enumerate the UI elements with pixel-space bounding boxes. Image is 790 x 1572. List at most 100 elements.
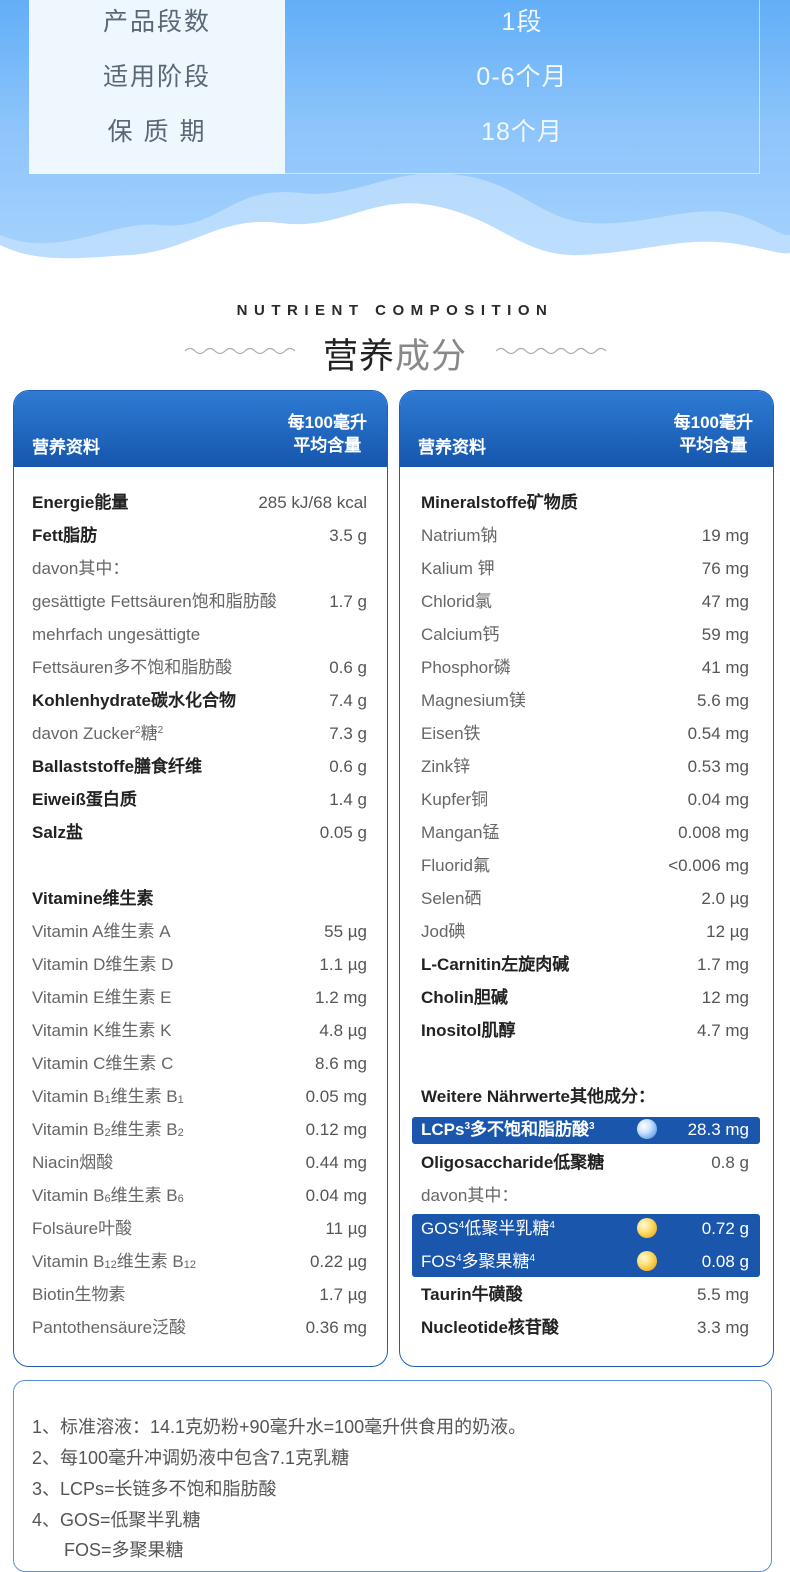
nutrient-row: Eisen铁 0.54 mg bbox=[421, 717, 749, 750]
nutrient-row: Pantothensäure泛酸 0.36 mg bbox=[32, 1311, 367, 1344]
nutrient-value: 5.6 mg bbox=[697, 691, 749, 710]
nutrient-value: 47 mg bbox=[701, 592, 749, 611]
nutrient-name: Kupfer铜 bbox=[421, 790, 489, 809]
nutrient-value: 0.05 mg bbox=[305, 1087, 367, 1106]
nutrient-name: LCPs3多不饱和脂肪酸3 bbox=[421, 1120, 595, 1139]
nutrient-row: Natrium钠 19 mg bbox=[421, 519, 749, 552]
unit-line-1: 每100毫升 bbox=[287, 413, 367, 432]
nutrient-name: Vitamin B1维生素 B1 bbox=[32, 1087, 184, 1106]
nutrient-row: Chlorid氯 47 mg bbox=[421, 585, 749, 618]
nutrient-value: 55 µg bbox=[324, 922, 367, 941]
footnote: 4、GOS=低聚半乳糖 bbox=[32, 1510, 201, 1530]
nutrient-row: L-Carnitin左旋肉碱 1.7 mg bbox=[421, 948, 749, 981]
nutrient-name: Vitamin E维生素 E bbox=[32, 988, 172, 1007]
info-label: 保 质 期 bbox=[107, 118, 207, 146]
nutrient-name: davon Zucker2糖2 bbox=[32, 724, 164, 743]
product-info-table: 产品段数 1段 适用阶段 0-6个月 保 质 期 18个月 bbox=[29, 0, 760, 174]
nutrient-value: 59 mg bbox=[701, 625, 749, 644]
nutrient-name: Vitamin D维生素 D bbox=[32, 955, 174, 974]
nutrient-row: davon其中： bbox=[421, 1179, 749, 1212]
nutrient-name: Vitamin B6维生素 B6 bbox=[32, 1186, 184, 1205]
info-value: 0-6个月 bbox=[476, 63, 568, 91]
nutrient-row: LCPs3多不饱和脂肪酸3 28.3 mg bbox=[421, 1113, 749, 1146]
nutrient-row: Cholin胆碱 12 mg bbox=[421, 981, 749, 1014]
nutrient-row: Jod碘 12 µg bbox=[421, 915, 749, 948]
nutrient-row: Zink锌 0.53 mg bbox=[421, 750, 749, 783]
nutrient-name: Folsäure叶酸 bbox=[32, 1219, 133, 1238]
nutrient-value: 8.6 mg bbox=[315, 1054, 367, 1073]
nutrient-row: Phosphor磷 41 mg bbox=[421, 651, 749, 684]
nutrient-name: Kohlenhydrate碳水化合物 bbox=[32, 691, 237, 710]
nutrient-name: Fluorid氟 bbox=[421, 856, 490, 875]
nutrient-name: Chlorid氯 bbox=[421, 592, 492, 611]
nutrient-name: Fettsäuren多不饱和脂肪酸 bbox=[32, 658, 233, 677]
nutrient-name: Energie能量 bbox=[32, 493, 129, 512]
nutrient-value: 76 mg bbox=[701, 559, 749, 578]
unit-line-2: 平均含量 bbox=[679, 436, 748, 455]
nutrient-row: Vitamin B6维生素 B6 0.04 mg bbox=[32, 1179, 367, 1212]
footnote: 3、LCPs=长链多不饱和脂肪酸 bbox=[32, 1479, 277, 1499]
nutrient-value: 0.04 mg bbox=[687, 790, 749, 809]
nutrient-value: 41 mg bbox=[701, 658, 749, 677]
nutrient-name: Inositol肌醇 bbox=[421, 1021, 516, 1040]
nutrient-row: Kohlenhydrate碳水化合物 7.4 g bbox=[32, 684, 367, 717]
nutrient-name: Pantothensäure泛酸 bbox=[32, 1318, 187, 1337]
nutrient-name: Taurin牛磺酸 bbox=[421, 1285, 523, 1304]
nutrient-row: gesättigte Fettsäuren饱和脂肪酸 1.7 g bbox=[32, 585, 367, 618]
nutrient-row: Energie能量 285 kJ/68 kcal bbox=[32, 486, 367, 519]
unit-line-1: 每100毫升 bbox=[673, 413, 753, 432]
nutrient-row: Vitamin A维生素 A 55 µg bbox=[32, 915, 367, 948]
wave-divider bbox=[0, 173, 790, 275]
nutrient-name: Jod碘 bbox=[421, 922, 466, 941]
info-label-column bbox=[29, 0, 285, 174]
nutrient-row: Mineralstoffe矿物质 bbox=[421, 486, 749, 519]
wave-ornament-right-icon bbox=[496, 347, 606, 355]
nutrient-value: 7.4 g bbox=[329, 691, 367, 710]
highlight-gos-fos bbox=[412, 1214, 760, 1277]
nutrient-row: Calcium钙 59 mg bbox=[421, 618, 749, 651]
nutrient-name: Natrium钠 bbox=[421, 526, 498, 545]
nutrient-value: 285 kJ/68 kcal bbox=[258, 493, 367, 512]
nutrient-value: 1.7 g bbox=[329, 592, 367, 611]
nutrient-row: Vitamin D维生素 D 1.1 µg bbox=[32, 948, 367, 981]
nutrient-name: davon其中： bbox=[421, 1186, 519, 1205]
footnote: FOS=多聚果糖 bbox=[64, 1540, 184, 1560]
nutrient-row: Eiweiß蛋白质 1.4 g bbox=[32, 783, 367, 816]
nutrient-value: 11 µg bbox=[325, 1219, 367, 1238]
wave-ornament-left-icon bbox=[185, 347, 295, 355]
table-header-unit: 每100毫升 平均含量 bbox=[674, 411, 753, 457]
nutrient-row: Selen硒 2.0 µg bbox=[421, 882, 749, 915]
nutrient-name: Phosphor磷 bbox=[421, 658, 511, 677]
footnotes-box: 1、标准溶液：14.1克奶粉+90毫升水=100毫升供食用的奶液。 2、每100… bbox=[13, 1380, 772, 1572]
nutrient-value: 0.008 mg bbox=[678, 823, 749, 842]
nutrient-row: Niacin烟酸 0.44 mg bbox=[32, 1146, 367, 1179]
info-value-column bbox=[285, 0, 760, 174]
nutrient-value: 0.44 mg bbox=[305, 1153, 367, 1172]
table-header-title: 营养资料 bbox=[32, 438, 100, 457]
footnote: 2、每100毫升冲调奶液中包含7.1克乳糖 bbox=[32, 1448, 350, 1468]
nutrient-value: 0.05 g bbox=[319, 823, 367, 842]
nutrient-value: 0.72 g bbox=[701, 1219, 749, 1238]
product-info-banner: 产品段数 1段 适用阶段 0-6个月 保 质 期 18个月 bbox=[0, 0, 790, 275]
nutrient-value: 0.04 mg bbox=[305, 1186, 367, 1205]
nutrient-value: 19 mg bbox=[701, 526, 749, 545]
nutrient-name: mehrfach ungesättigte bbox=[32, 625, 201, 644]
nutrient-value: 0.6 g bbox=[329, 757, 367, 776]
section-title-en: NUTRIENT COMPOSITION bbox=[236, 302, 554, 319]
nutrient-row: Mangan锰 0.008 mg bbox=[421, 816, 749, 849]
nutrient-row: mehrfach ungesättigte bbox=[32, 618, 367, 651]
nutrient-name: Mineralstoffe矿物质 bbox=[421, 493, 578, 512]
nutrient-name: Vitamin B12维生素 B12 bbox=[32, 1252, 197, 1271]
section-title-cn: 营养成分 bbox=[0, 328, 790, 379]
nutrient-name: Eisen铁 bbox=[421, 724, 481, 743]
nutrient-name: Vitamin B2维生素 B2 bbox=[32, 1120, 184, 1139]
nutrient-name: Selen硒 bbox=[421, 889, 482, 908]
nutrient-value: 0.22 µg bbox=[309, 1252, 367, 1271]
nutrient-name: Eiweiß蛋白质 bbox=[32, 790, 137, 809]
nutrient-row: Salz盐 0.05 g bbox=[32, 816, 367, 849]
nutrition-table-left: 营养资料 每100毫升 平均含量 Energie能量 285 kJ/68 kcal… bbox=[13, 390, 388, 1367]
nutrient-value: 1.1 µg bbox=[319, 955, 367, 974]
nutrient-name: FOS4多聚果糖4 bbox=[421, 1252, 536, 1271]
blue-orb-icon bbox=[637, 1119, 657, 1139]
nutrient-value: 1.4 g bbox=[329, 790, 367, 809]
